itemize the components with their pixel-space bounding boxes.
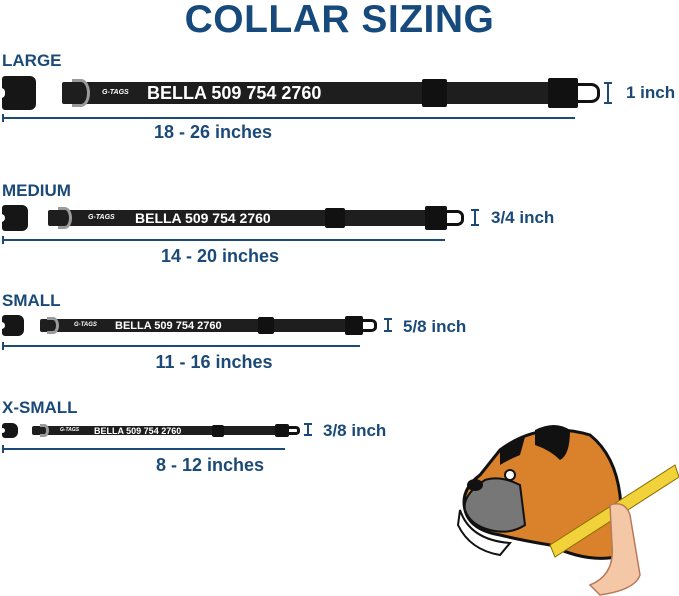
collar-text: BELLA 509 754 2760 [115,319,222,332]
length-ruler-small [2,342,360,350]
length-medium: 14 - 20 inches [160,246,280,266]
collar-medium: G-TAGS BELLA 509 754 2760 [0,205,464,231]
length-ruler-large [2,114,575,122]
length-large: 18 - 26 inches [153,122,273,142]
width-small: 5/8 inch [403,317,467,336]
width-marker-icon [304,423,312,436]
collar-text: BELLA 509 754 2760 [147,82,322,103]
length-small: 11 - 16 inches [155,352,273,372]
size-label-large: LARGE [2,51,62,70]
dog-measuring-illustration [456,425,679,596]
brand-logo: G-TAGS [102,89,129,96]
size-label-xsmall: X-SMALL [2,398,78,417]
collar-text: BELLA 509 754 2760 [135,210,271,226]
brand-logo: G-TAGS [88,214,115,221]
length-ruler-xsmall [2,445,285,453]
brand-logo: G-TAGS [74,322,97,328]
width-marker-icon [471,209,479,226]
brand-logo: G-TAGS [60,427,80,433]
collar-large: G-TAGS BELLA 509 754 2760 [0,76,600,110]
width-large: 1 inch [626,83,676,102]
width-medium: 3/4 inch [491,208,555,227]
size-label-small: SMALL [2,291,61,310]
page-title: COLLAR SIZING [184,0,495,41]
size-label-medium: MEDIUM [2,181,71,200]
width-marker-icon [604,82,612,104]
width-xsmall: 3/8 inch [323,421,387,440]
length-ruler-medium [2,236,445,244]
length-xsmall: 8 - 12 inches [155,455,265,475]
collar-xsmall: G-TAGS BELLA 509 754 2760 [0,423,300,438]
collar-text: BELLA 509 754 2760 [94,425,182,436]
width-marker-icon [384,318,392,332]
collar-small: G-TAGS BELLA 509 754 2760 [0,315,377,336]
